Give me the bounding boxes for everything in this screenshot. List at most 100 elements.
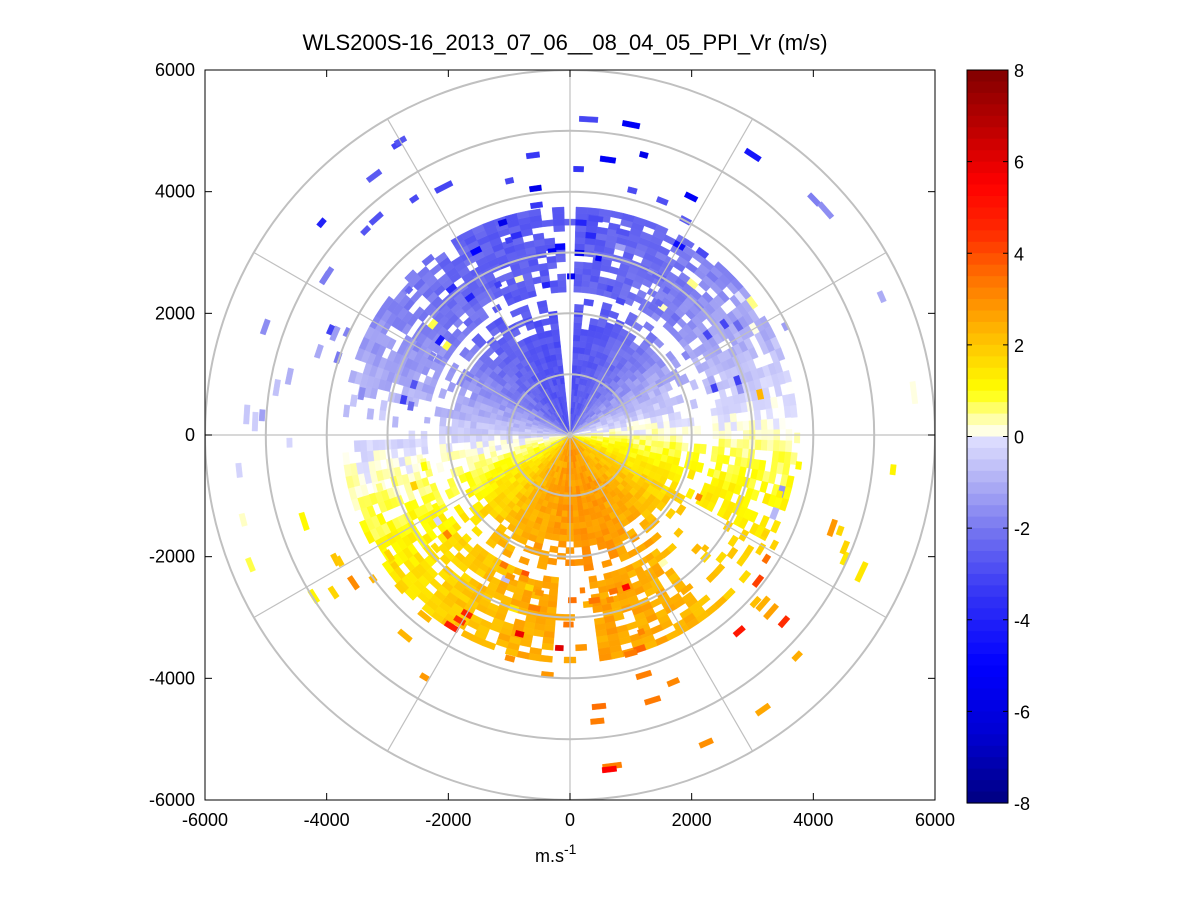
velocity-cell [576,497,583,505]
velocity-cell [573,334,581,342]
velocity-cell [651,428,659,436]
velocity-cell [549,545,559,554]
colorbar-swatch [967,127,1008,140]
velocity-cell [587,207,601,216]
colorbar-swatch [967,299,1008,312]
velocity-cell [738,569,752,584]
y-axis: 6000 4000 2000 0 -2000 -4000 -6000 [149,60,935,810]
velocity-cell [588,538,598,547]
velocity-cell [633,429,641,436]
velocity-cell [375,482,384,493]
velocity-cell [686,469,696,480]
velocity-cell [558,534,567,542]
velocity-cell [573,279,583,287]
velocity-cell [574,558,584,566]
velocity-cell [579,527,588,536]
colorbar-swatch [967,92,1008,105]
velocity-cell [529,201,544,210]
velocity-cell [577,503,584,511]
velocity-cell [769,539,780,551]
velocity-cell [334,555,345,568]
velocity-cell [238,512,248,527]
colorbar-swatch [967,195,1008,209]
velocity-cell [272,378,281,397]
velocity-cell [457,434,465,444]
velocity-cell [390,439,398,450]
velocity-cell [551,206,565,214]
velocity-cell [407,401,415,411]
velocity-cell [547,557,558,566]
velocity-cell [342,404,351,418]
velocity-cell [409,446,417,457]
velocity-cell [404,285,414,295]
colorbar-swatch [967,768,1008,781]
velocity-cell [691,543,703,555]
velocity-cell [718,422,726,432]
velocity-cell [435,461,445,473]
velocity-cell [681,350,691,361]
velocity-cell [487,434,495,441]
colorbar-swatch [967,493,1008,506]
velocity-cell [566,273,576,280]
velocity-cell [706,501,716,513]
velocity-cell [378,449,387,461]
velocity-cell [590,717,605,725]
velocity-cell [574,231,587,239]
velocity-cell [541,219,554,228]
colorbar-swatch [967,665,1008,678]
velocity-cell [469,420,477,429]
velocity-cell [675,442,683,451]
colorbar-swatch [967,528,1008,541]
velocity-cell [596,541,607,551]
colorbar-swatch [967,241,1008,254]
velocity-cell [471,525,483,537]
velocity-cell [777,615,791,629]
velocity-cell [404,269,418,283]
velocity-cell [785,417,793,430]
grid-spoke [569,251,887,436]
velocity-cell [589,581,599,590]
y-tick-label: -2000 [149,547,195,567]
velocity-cell [408,194,420,204]
velocity-cell [397,628,413,643]
velocity-cell [695,461,705,473]
velocity-cell [497,218,508,227]
x-axis-label-base: m.s [535,846,564,866]
velocity-cell [319,266,335,286]
velocity-cell [654,298,664,308]
velocity-cell [736,553,749,567]
velocity-cell [669,419,677,429]
colorbar-tick-label: -2 [1014,519,1030,539]
velocity-cell [463,434,471,443]
velocity-cell [573,534,582,542]
velocity-cell [573,540,583,548]
velocity-cell [443,620,460,634]
velocity-cell [835,525,845,537]
velocity-cell [358,519,370,534]
velocity-cell [601,765,618,774]
y-tick-label: -6000 [149,790,195,810]
velocity-cell [504,236,514,245]
velocity-cell [471,333,483,345]
velocity-cell [469,441,477,450]
velocity-cell [558,285,567,293]
velocity-cell [582,267,593,276]
x-tick-label: -4000 [304,810,350,830]
velocity-cell [572,522,581,530]
velocity-cell [795,461,803,470]
velocity-cell [635,669,653,681]
colorbar-swatch [967,562,1008,575]
colorbar-swatch [967,333,1008,346]
velocity-cell [536,299,548,309]
velocity-cell [544,618,556,627]
colorbar-swatch [967,516,1008,529]
velocity-cell [453,614,467,626]
velocity-cell [372,439,380,451]
velocity-cell [614,427,622,433]
velocity-cell [755,595,771,613]
colorbar-swatch [967,184,1008,197]
velocity-cell [673,527,684,538]
colorbar-swatch [967,619,1008,632]
velocity-cell [463,419,471,429]
velocity-cell [693,443,701,454]
